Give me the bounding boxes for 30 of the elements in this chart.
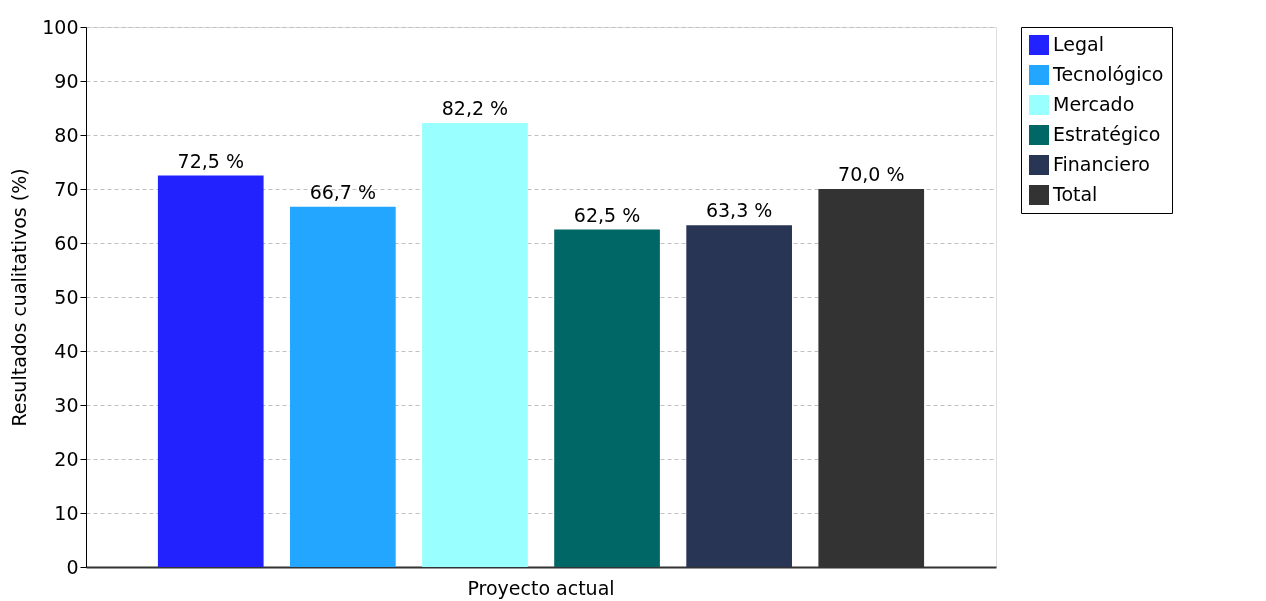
x-tick-label: Proyecto actual	[467, 576, 615, 599]
y-tick-label: 80	[54, 123, 79, 146]
y-tick-label: 100	[42, 15, 79, 38]
y-tick-label: 20	[54, 447, 79, 470]
legend-label: Mercado	[1053, 93, 1135, 115]
data-label: 63,3 %	[705, 199, 773, 222]
y-tick-label: 10	[54, 501, 79, 524]
bar	[422, 123, 528, 567]
y-tick-label: 60	[54, 231, 79, 254]
data-label: 72,5 %	[177, 149, 244, 172]
legend-label: Estratégico	[1053, 123, 1161, 145]
data-label: 62,5 %	[573, 203, 641, 226]
bar	[290, 206, 396, 567]
bar	[554, 229, 660, 567]
y-tick-label: 0	[66, 555, 79, 578]
legend-label: Legal	[1053, 33, 1104, 55]
legend-label: Tecnológico	[1052, 63, 1164, 85]
y-tick-label: 50	[54, 285, 79, 308]
data-label: 70,0 %	[838, 163, 905, 185]
y-tick-label: 90	[54, 69, 79, 92]
bar	[157, 175, 264, 567]
y-axis-title: Resultados cualitativos (%)	[8, 168, 31, 427]
y-tick-label: 30	[54, 393, 79, 416]
data-label: 82,2 %	[441, 97, 509, 120]
y-tick-label: 40	[54, 339, 79, 362]
legend-label: Financiero	[1053, 153, 1150, 175]
data-label: 66,7 %	[309, 180, 377, 203]
y-tick-label: 70	[54, 177, 79, 200]
bar	[686, 225, 792, 567]
legend-label: Total	[1052, 183, 1098, 205]
